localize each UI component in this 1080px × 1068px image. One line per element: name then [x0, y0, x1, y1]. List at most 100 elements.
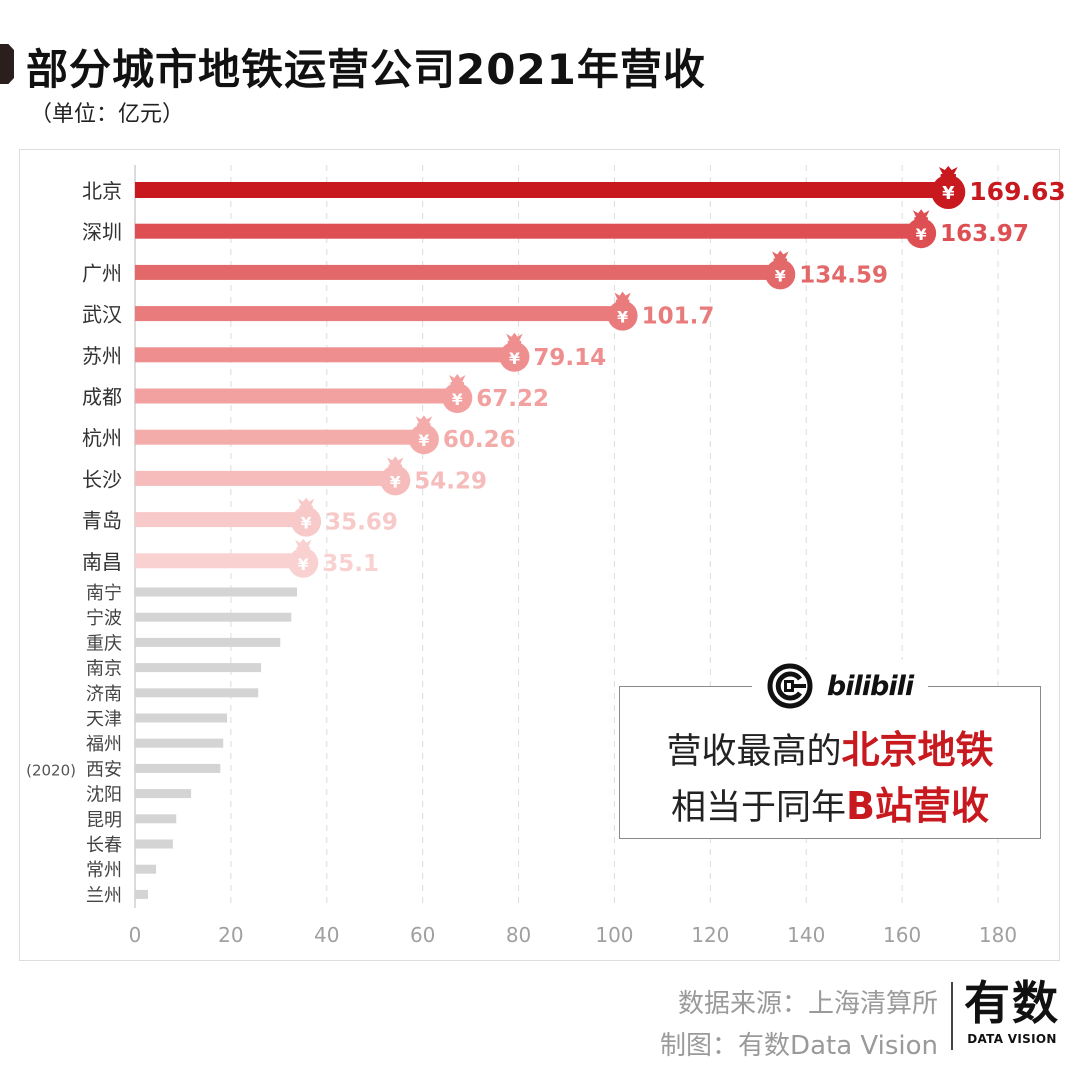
category-label: 青岛 [82, 509, 122, 533]
bar [135, 612, 292, 622]
category-label: 深圳 [82, 220, 122, 244]
money-bag-icon: ¥ [380, 456, 411, 496]
chart-frame [19, 149, 1060, 961]
bar [135, 264, 781, 280]
category-label: 长沙 [82, 467, 122, 491]
data-label: 101.7 [642, 304, 715, 330]
category-label: 沈阳 [86, 785, 122, 806]
svg-text:¥: ¥ [775, 266, 786, 285]
source-text: 数据来源：上海清算所 制图：有数Data Vision [660, 983, 938, 1067]
data-label: 35.1 [322, 551, 379, 577]
category-label: 南京 [86, 659, 122, 680]
data-label: 54.29 [414, 468, 487, 494]
money-bag-icon: ¥ [291, 497, 322, 537]
x-tick-label: 100 [595, 923, 633, 947]
brand-divider [951, 982, 953, 1050]
category-label: 杭州 [82, 426, 122, 450]
category-label: 天津 [86, 709, 122, 730]
svg-text:¥: ¥ [418, 431, 429, 450]
unit-label: （单位：亿元） [30, 102, 185, 127]
data-label: 163.97 [940, 221, 1029, 247]
bar [135, 663, 262, 673]
data-label: 169.63 [969, 177, 1065, 206]
category-label: 苏州 [82, 344, 122, 368]
brand-logo: 有数 DATA VISION [962, 978, 1062, 1046]
bar [135, 814, 177, 824]
callout-line-2-highlight: B站营收 [846, 784, 989, 828]
data-label: 134.59 [799, 262, 888, 288]
bar [135, 347, 515, 363]
x-tick-label: 20 [218, 923, 243, 947]
chart-credit: 制图：有数Data Vision [660, 1031, 938, 1061]
money-bag-icon: ¥ [499, 332, 530, 372]
x-tick-label: 80 [506, 923, 531, 947]
category-label: 常州 [86, 860, 122, 881]
bar [135, 789, 192, 799]
x-tick-label: 180 [979, 923, 1017, 947]
category-label: 成都 [82, 385, 122, 409]
money-bag-icon: ¥ [408, 415, 439, 455]
callout-line-2-prefix: 相当于同年 [671, 788, 847, 828]
callout-line-1-highlight: 北京地铁 [841, 728, 994, 772]
bar [135, 512, 307, 528]
x-tick-label: 0 [129, 923, 142, 947]
svg-text:¥: ¥ [916, 225, 927, 244]
x-tick-label: 160 [883, 923, 921, 947]
money-bag-icon: ¥ [288, 538, 319, 578]
data-label: 67.22 [476, 386, 549, 412]
title-marker [0, 44, 14, 84]
svg-text:¥: ¥ [617, 308, 628, 327]
brand-name-cn: 有数 [964, 976, 1060, 1030]
bar [135, 306, 623, 322]
money-bag-icon: ¥ [906, 209, 937, 249]
bar [135, 429, 424, 445]
category-label: 重庆 [86, 633, 122, 654]
bar [135, 388, 458, 404]
category-label: 北京 [82, 179, 122, 203]
category-label: 南宁 [86, 583, 122, 604]
money-bag-icon: ¥ [765, 250, 796, 290]
category-label: 宁波 [86, 608, 122, 629]
category-label: 西安 [86, 759, 122, 780]
bilibili-logo-icon: bilibili [826, 670, 914, 702]
bar [135, 738, 224, 748]
x-tick-label: 40 [314, 923, 339, 947]
category-label: 昆明 [86, 810, 122, 831]
bar [135, 864, 157, 874]
svg-text:¥: ¥ [452, 390, 463, 409]
category-label: 济南 [86, 684, 122, 705]
category-label: 兰州 [86, 885, 122, 906]
callout-line-2: 相当于同年B站营收 [620, 775, 1040, 830]
page-title: 部分城市地铁运营公司2021年营收 [26, 45, 706, 94]
svg-text:¥: ¥ [509, 349, 520, 368]
category-label: 长春 [86, 835, 122, 856]
x-tick-label: 60 [410, 923, 435, 947]
data-label: 79.14 [533, 345, 606, 371]
money-bag-icon: ¥ [607, 291, 638, 331]
svg-text:¥: ¥ [298, 555, 309, 574]
svg-text:¥: ¥ [942, 183, 955, 204]
x-tick-label: 140 [787, 923, 825, 947]
category-label: 南昌 [82, 550, 122, 574]
money-bag-icon: ¥ [442, 374, 473, 413]
callout-line-1-prefix: 营收最高的 [666, 732, 842, 772]
category-label: 武汉 [82, 303, 122, 327]
data-label: 60.26 [443, 427, 516, 453]
beijing-subway-logo-icon [767, 663, 813, 709]
svg-text:¥: ¥ [301, 514, 312, 533]
bar [135, 182, 949, 198]
callout-logos: bilibili [752, 660, 928, 712]
bar [135, 637, 281, 647]
bar [135, 553, 304, 569]
category-label: 广州 [82, 261, 122, 285]
money-bag-icon: ¥ [931, 166, 966, 209]
bar [135, 763, 221, 773]
bar [135, 839, 173, 849]
x-tick-label: 120 [691, 923, 729, 947]
brand-name-en: DATA VISION [967, 1032, 1057, 1046]
bar [135, 688, 259, 698]
data-label: 35.69 [325, 510, 398, 536]
category-note: (2020) [26, 761, 76, 779]
bar [135, 587, 298, 597]
